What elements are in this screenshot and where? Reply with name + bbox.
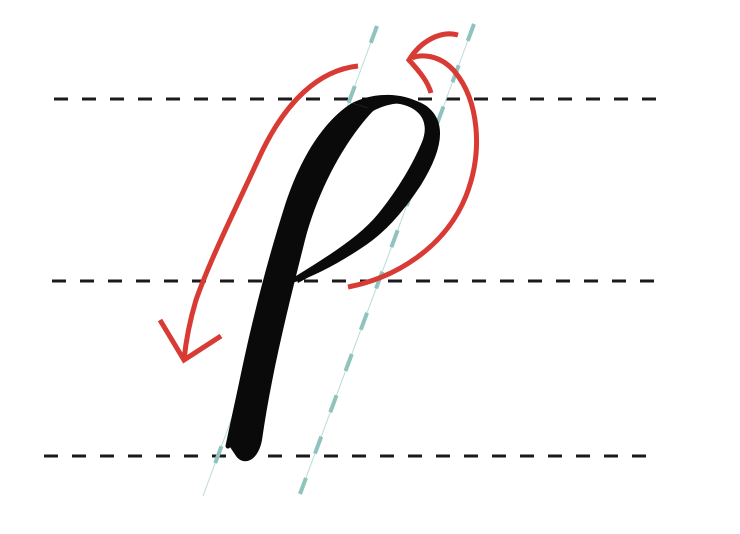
stroke-direction-arrows (157, 31, 480, 364)
down-arrow-curve (181, 63, 359, 361)
guide-lines (44, 97, 666, 458)
letter-glyph (225, 94, 441, 462)
letter-thick-downstroke (228, 103, 374, 462)
letter-loop-top (296, 94, 438, 283)
loop-arrow-curve (347, 53, 480, 290)
slant-guide-right-thin (299, 23, 475, 495)
loop-arrowhead (405, 31, 459, 94)
down-arrowhead (157, 318, 223, 364)
